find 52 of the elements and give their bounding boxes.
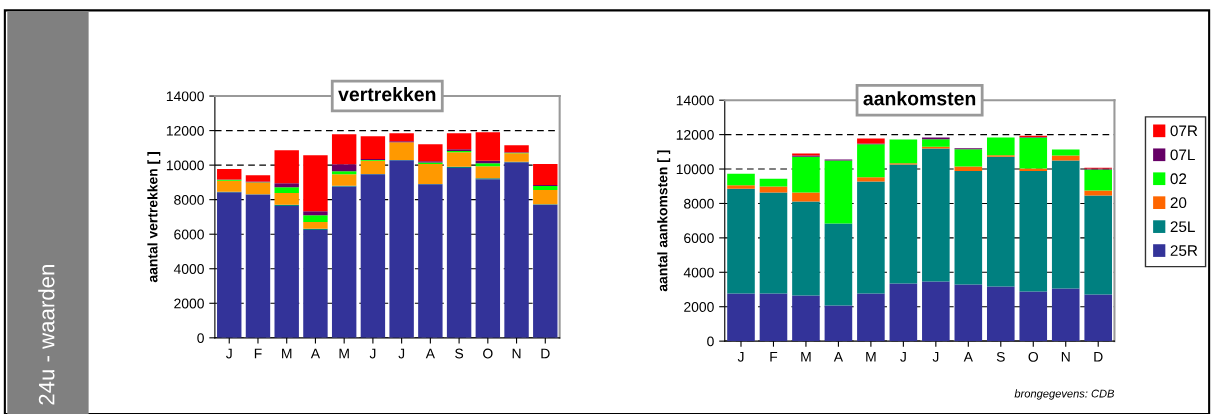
y-tick-label: 0 <box>197 333 204 343</box>
x-tick-label: F <box>770 352 778 362</box>
x-tick-label: J <box>225 348 232 359</box>
x-tick-label: J <box>932 352 939 362</box>
chart-title: vertrekken <box>338 86 436 102</box>
y-tick-label: 14000 <box>676 95 714 106</box>
y-tick-label: 6000 <box>684 233 714 244</box>
x-tick-label: J <box>398 348 405 359</box>
x-tick-label: N <box>512 348 521 359</box>
y-axis-title: aantal aankomsten [ ] <box>657 150 671 292</box>
x-tick-label: M <box>282 348 292 359</box>
y-tick-label: 2000 <box>684 302 714 312</box>
x-tick-label: J <box>737 352 744 362</box>
x-tick-label: J <box>900 352 906 362</box>
x-tick-label: M <box>801 352 811 362</box>
x-tick-label: O <box>1028 351 1038 362</box>
legend-label: 25L <box>1170 221 1195 233</box>
y-tick-label: 8000 <box>174 195 204 205</box>
x-tick-label: D <box>1094 352 1103 362</box>
y-tick-label: 10000 <box>166 160 204 171</box>
x-tick-label: A <box>833 352 844 362</box>
y-tick-label: 0 <box>707 336 714 347</box>
text: brongegevens: CDB <box>1014 389 1115 400</box>
y-tick-label: 6000 <box>174 229 204 240</box>
x-tick-label: M <box>339 348 349 359</box>
legend-label: 02 <box>1170 173 1187 185</box>
x-tick-label: J <box>369 348 376 359</box>
x-tick-label: M <box>866 352 876 362</box>
y-tick-label: 8000 <box>684 198 714 209</box>
y-tick-label: 4000 <box>683 267 714 278</box>
x-tick-label: F <box>254 348 262 359</box>
x-tick-label: N <box>1061 352 1070 362</box>
x-tick-label: A <box>425 348 435 359</box>
x-tick-label: D <box>541 348 550 359</box>
y-axis-title: aantal vertrekken [ ] <box>147 152 161 283</box>
y-tick-label: 10000 <box>676 164 714 175</box>
y-tick-label: 14000 <box>166 91 204 102</box>
y-tick-label: 4000 <box>173 264 204 274</box>
x-tick-label: S <box>996 351 1005 362</box>
legend-label: 25R <box>1170 245 1198 256</box>
legend-label: 07R <box>1170 125 1198 137</box>
y-tick-label: 12000 <box>676 129 714 140</box>
chart-title: aankomsten <box>863 91 976 106</box>
x-tick-label: O <box>483 348 493 359</box>
x-tick-label: A <box>963 352 973 362</box>
text: 24u - waarden <box>38 265 55 405</box>
y-tick-label: 2000 <box>174 298 204 309</box>
legend-label: 07L <box>1170 149 1195 161</box>
x-tick-label: A <box>310 348 321 359</box>
legend-label: 20 <box>1170 197 1187 209</box>
x-tick-label: S <box>455 348 464 359</box>
y-tick-label: 12000 <box>166 125 204 136</box>
